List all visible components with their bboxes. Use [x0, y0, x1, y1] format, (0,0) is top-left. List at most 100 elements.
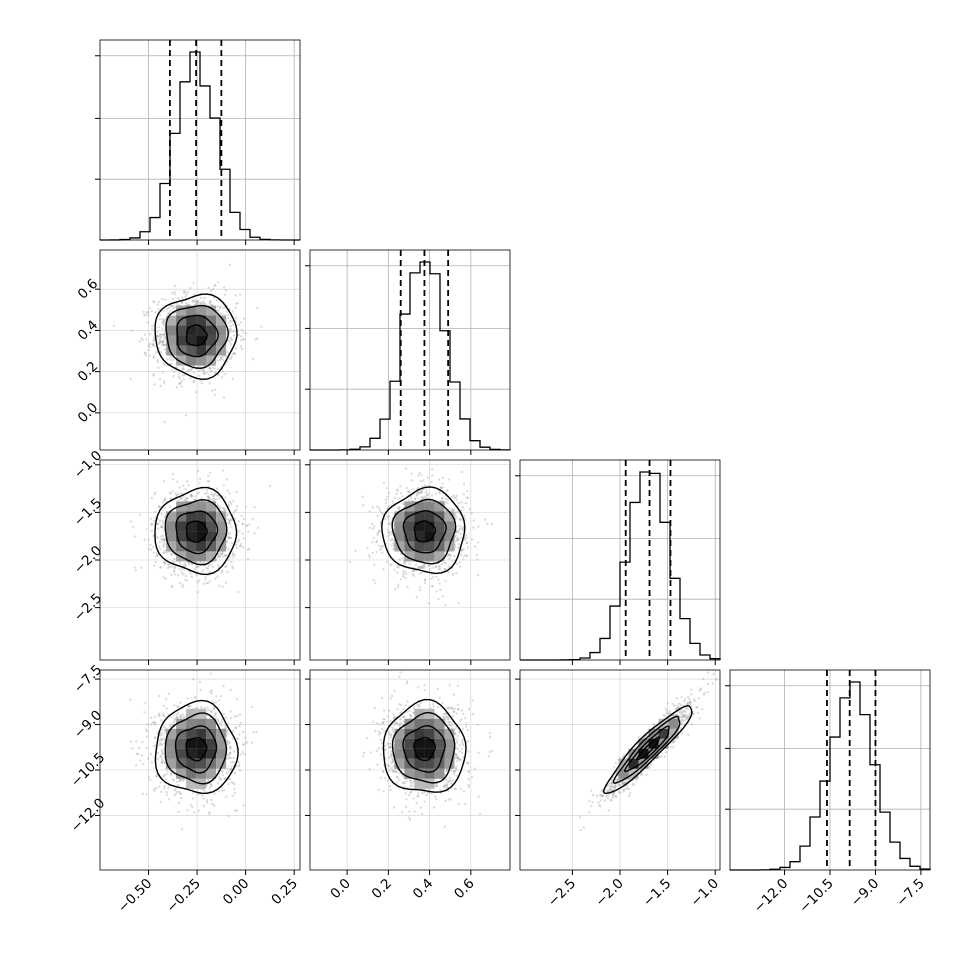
scatter-point [202, 301, 206, 304]
scatter-point [172, 307, 175, 310]
scatter-point [458, 524, 461, 527]
scatter-point [201, 794, 204, 797]
scatter-point [183, 289, 186, 292]
scatter-point [251, 357, 255, 361]
scatter-point [402, 502, 405, 505]
scatter-point [160, 333, 163, 336]
scatter-point [168, 565, 171, 568]
scatter-point [205, 799, 209, 802]
scatter-point [212, 496, 215, 499]
scatter-point [162, 362, 165, 365]
scatter-point [162, 343, 166, 346]
scatter-point [473, 545, 477, 548]
scatter-point [465, 541, 468, 545]
scatter-point [163, 332, 166, 336]
scatter-point [220, 553, 223, 556]
scatter-point [193, 498, 196, 501]
scatter-point [224, 565, 227, 569]
density-cell [166, 511, 177, 522]
scatter-point [397, 566, 400, 569]
scatter-point [168, 798, 171, 801]
scatter-point [159, 800, 162, 803]
scatter-point [201, 487, 204, 491]
scatter-point [182, 367, 185, 371]
scatter-point [240, 321, 243, 324]
scatter-point [426, 494, 429, 497]
scatter-point [159, 384, 162, 388]
scatter-point [207, 474, 210, 478]
scatter-point [208, 709, 212, 712]
scatter-point [213, 284, 216, 287]
scatter-point [208, 382, 211, 385]
scatter-point [441, 476, 444, 480]
density-cell [186, 541, 197, 552]
scatter-point [180, 301, 183, 305]
density-cell [186, 511, 197, 522]
scatter-point [154, 561, 157, 564]
scatter-point [404, 467, 408, 470]
scatter-point [153, 715, 156, 719]
density-cell [404, 521, 415, 532]
scatter-point [228, 520, 231, 523]
scatter-point [422, 564, 426, 567]
scatter-point [228, 753, 231, 756]
scatter-point [444, 562, 448, 565]
scatter-point [140, 566, 143, 569]
scatter-point [457, 501, 461, 505]
scatter-point [403, 561, 406, 564]
scatter-point [458, 543, 461, 546]
scatter-point [447, 553, 451, 556]
scatter-point [420, 491, 423, 494]
scatter-point [457, 529, 461, 532]
scatter-point [181, 374, 184, 377]
scatter-point [229, 518, 232, 521]
axes-frame [309, 249, 511, 451]
scatter-point [198, 477, 202, 480]
scatter-point [163, 761, 167, 765]
scatter-point [194, 495, 197, 498]
scatter-point [233, 351, 236, 355]
scatter-point [195, 573, 198, 577]
scatter-point [406, 490, 410, 493]
scatter-point [150, 496, 154, 500]
density-cell [424, 541, 435, 552]
scatter-point [455, 498, 458, 502]
scatter-point [222, 555, 225, 558]
scatter-point [197, 809, 201, 812]
scatter-point [182, 378, 185, 381]
scatter-point [150, 529, 153, 533]
scatter-point [166, 567, 170, 570]
scatter-point [188, 561, 191, 564]
scatter-point [141, 762, 145, 766]
scatter-point [371, 522, 374, 525]
scatter-point [223, 293, 227, 296]
scatter-point [228, 319, 232, 322]
scatter-point [402, 575, 405, 578]
scatter-point [453, 554, 456, 558]
scatter-point [465, 496, 468, 499]
scatter-point [215, 298, 219, 302]
scatter-point [197, 565, 200, 568]
scatter-point [172, 779, 176, 782]
scatter-point [390, 544, 393, 547]
scatter-point [229, 688, 232, 692]
scatter-point [184, 574, 187, 578]
scatter-point [187, 563, 190, 566]
scatter-point [445, 490, 448, 493]
scatter-point [170, 362, 173, 366]
scatter-point [238, 713, 242, 716]
scatter-point [418, 471, 421, 474]
scatter-point [230, 765, 233, 768]
scatter-point [447, 571, 450, 574]
scatter-point [220, 570, 224, 573]
scatter-point [227, 771, 230, 774]
scatter-point [204, 578, 207, 581]
density-cell [206, 541, 217, 552]
scatter-point [230, 355, 233, 359]
scatter-point [466, 541, 469, 544]
scatter-point [143, 352, 147, 355]
scatter-point [462, 526, 465, 530]
scatter-point [443, 568, 447, 571]
scatter-point [174, 793, 178, 796]
scatter-point [207, 373, 211, 376]
